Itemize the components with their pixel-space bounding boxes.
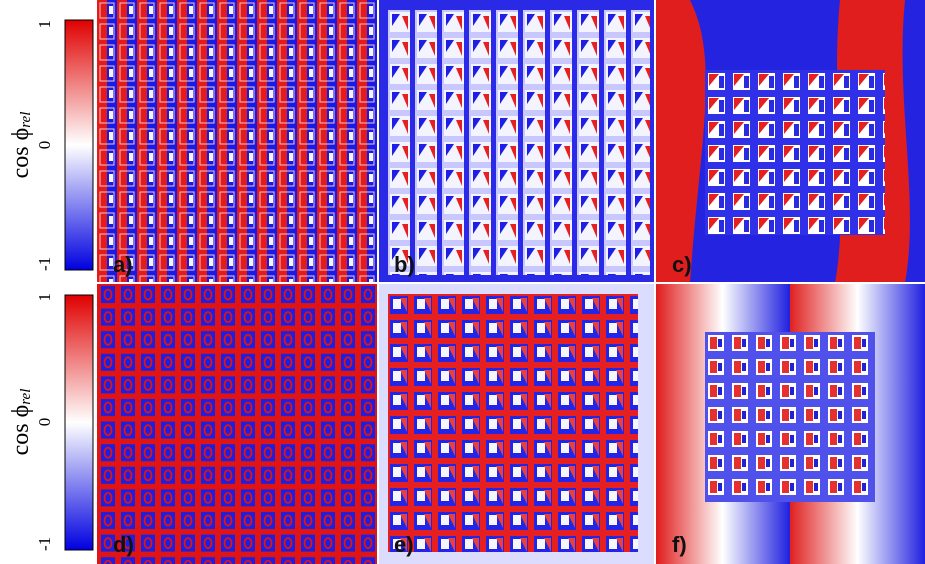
colorbar	[65, 295, 93, 550]
panel-label: e)	[394, 532, 414, 557]
tick-label: -1	[35, 537, 54, 551]
figure: 1 0 -1 1 0 -1 cos ϕrel cos ϕrel a) b) c)…	[0, 0, 925, 564]
panel-label: c)	[672, 252, 692, 277]
panel-label: d)	[113, 532, 134, 557]
label-text: cos ϕ	[8, 405, 34, 456]
label-subscript: rel	[18, 389, 34, 405]
panel-label: a)	[113, 252, 133, 277]
panel-image	[388, 294, 638, 552]
colorbar-label: cos ϕrel	[8, 112, 35, 179]
tick-label: 1	[35, 20, 54, 29]
colorbar	[65, 20, 93, 270]
panel-image	[97, 0, 378, 283]
panel-label: f)	[672, 532, 687, 557]
panel-image	[705, 70, 885, 235]
tick-label: 0	[35, 418, 54, 427]
panel-image	[388, 10, 650, 275]
tick-label: 0	[35, 141, 54, 150]
tick-label: 1	[35, 293, 54, 302]
panel-label: b)	[394, 252, 415, 277]
panel-image	[97, 283, 378, 564]
tick-label: -1	[35, 257, 54, 271]
panel-image	[705, 332, 875, 502]
colorbar-label: cos ϕrel	[8, 389, 35, 456]
label-subscript: rel	[18, 112, 34, 128]
label-text: cos ϕ	[8, 128, 34, 179]
